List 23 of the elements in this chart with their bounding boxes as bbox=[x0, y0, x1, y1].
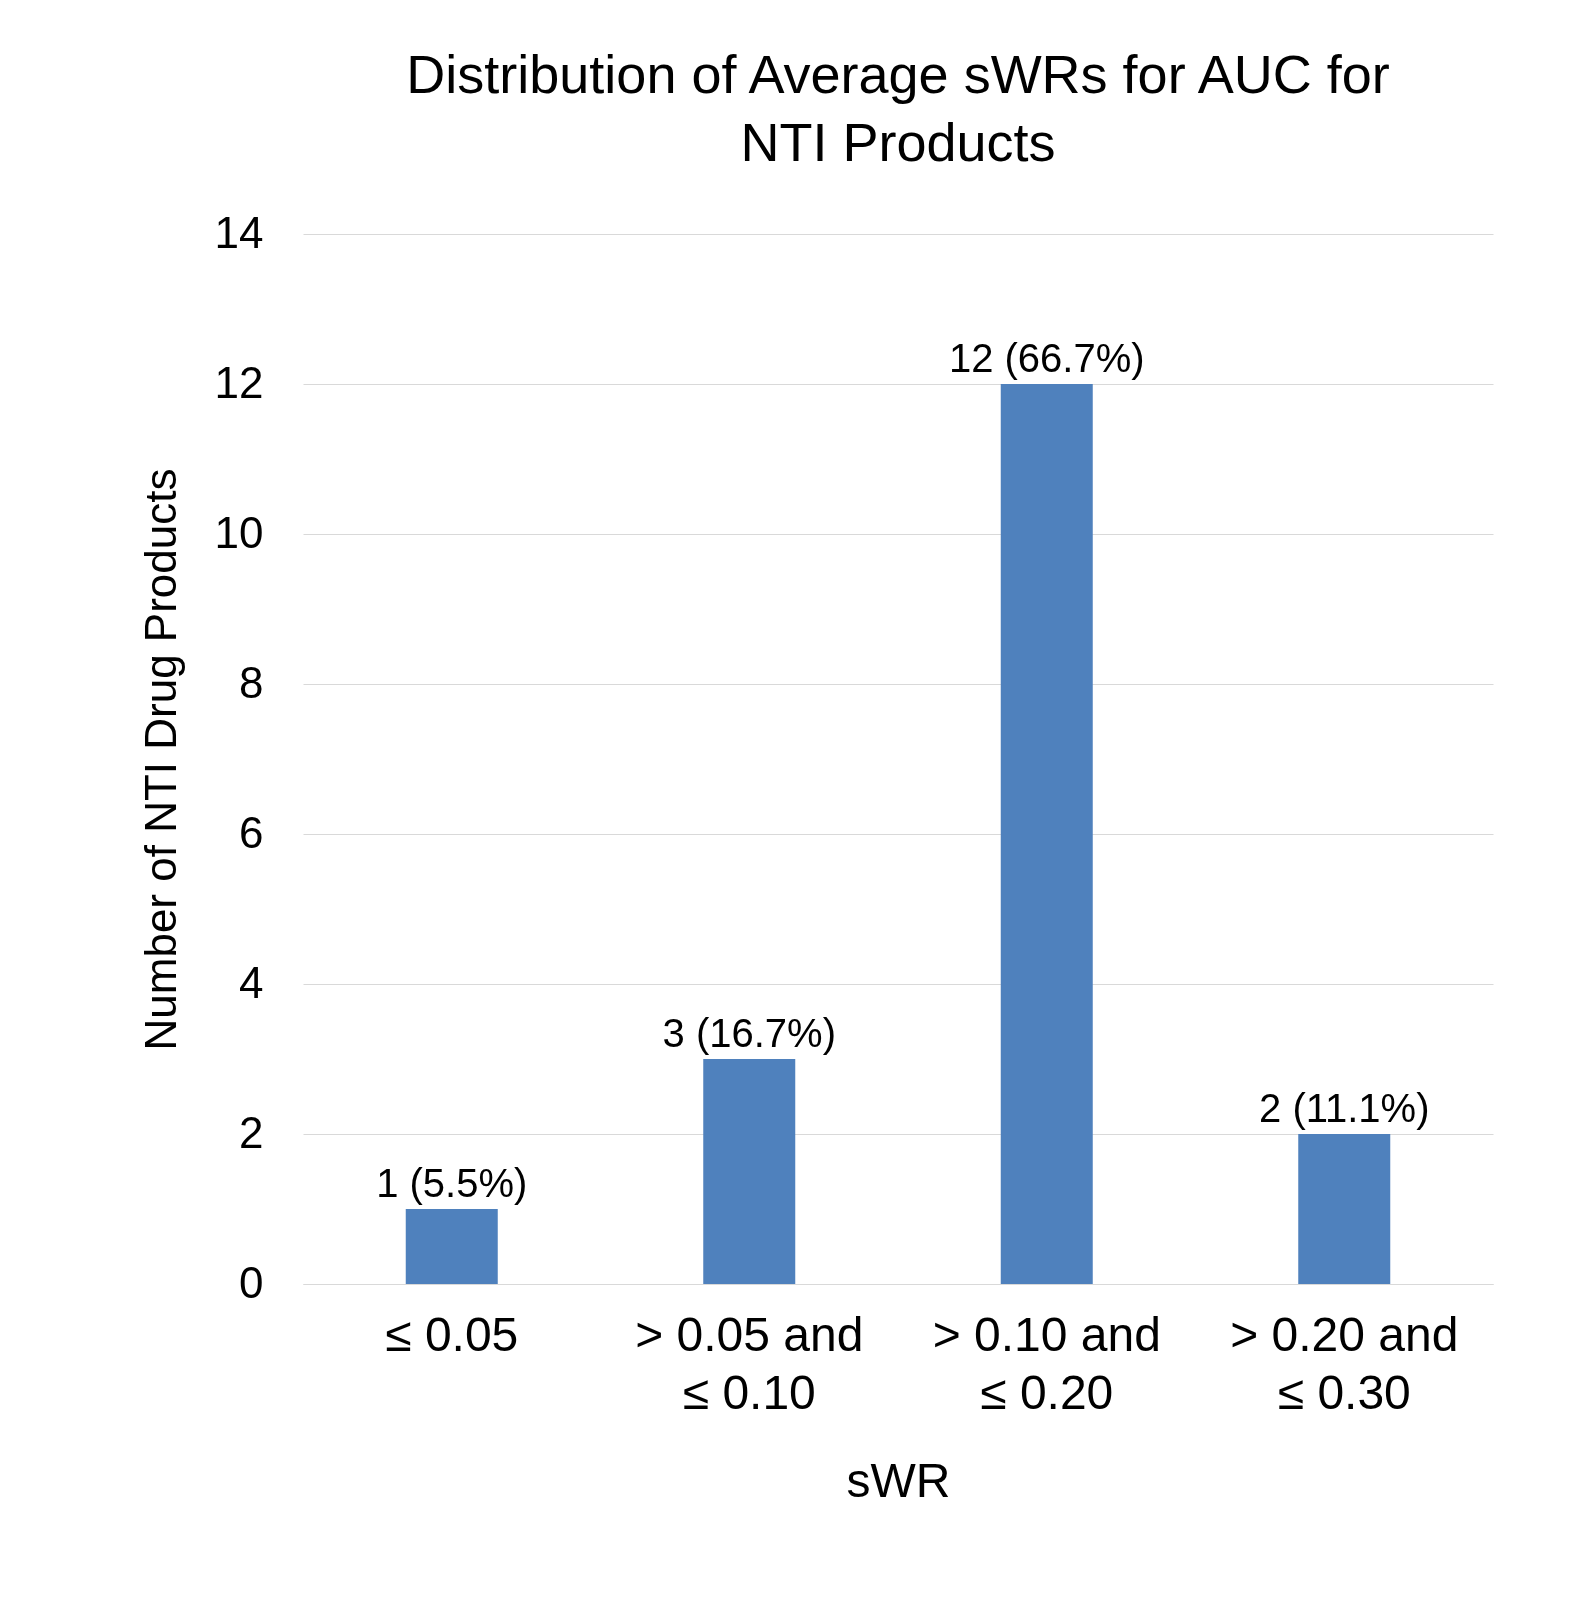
x-tick-label: ≤ 0.05 bbox=[385, 1307, 519, 1361]
data-label: 12 (66.7%) bbox=[948, 336, 1145, 380]
bar bbox=[703, 1059, 796, 1284]
x-tick-label: > 0.10 and ≤ 0.20 bbox=[932, 1307, 1161, 1419]
y-tick-label: 8 bbox=[239, 657, 264, 707]
x-tick-label: > 0.05 and ≤ 0.10 bbox=[635, 1307, 864, 1419]
y-axis-title: Number of NTI Drug Products bbox=[135, 468, 185, 1051]
chart-title: Distribution of Average sWRs for AUC for NTI Products bbox=[406, 44, 1390, 172]
x-tick-label: > 0.20 and ≤ 0.30 bbox=[1230, 1307, 1459, 1419]
bar bbox=[405, 1209, 498, 1284]
y-tick-label: 2 bbox=[239, 1107, 264, 1157]
y-tick-label: 12 bbox=[214, 357, 264, 407]
data-label: 3 (16.7%) bbox=[662, 1011, 836, 1055]
data-label: 1 (5.5%) bbox=[376, 1161, 528, 1205]
y-tick-label: 0 bbox=[239, 1257, 264, 1307]
y-tick-label: 4 bbox=[239, 957, 264, 1007]
x-axis-title: sWR bbox=[846, 1453, 951, 1507]
data-label: 2 (11.1%) bbox=[1259, 1086, 1430, 1130]
y-tick-label: 14 bbox=[214, 207, 264, 257]
y-tick-label: 10 bbox=[214, 507, 264, 557]
bar bbox=[1000, 384, 1093, 1284]
y-tick-label: 6 bbox=[239, 807, 264, 857]
bar bbox=[1298, 1134, 1391, 1284]
